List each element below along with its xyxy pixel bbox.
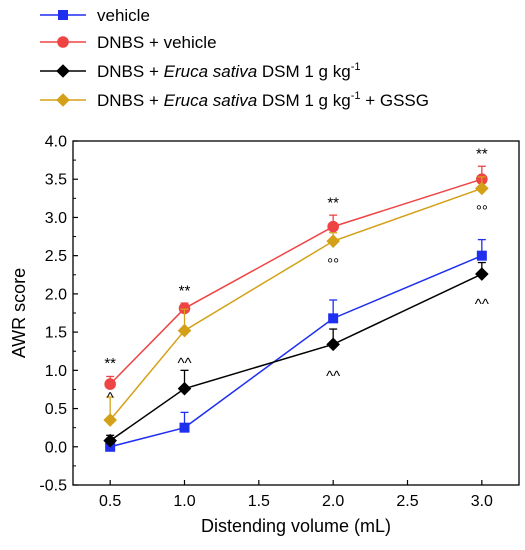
y-tick-label: 2.5 [45,248,67,265]
significance-annotation: ** [104,355,116,372]
series-2 [103,261,489,448]
series-line [109,254,483,448]
legend-marker [56,64,70,78]
series-line [109,187,483,421]
data-point [475,267,489,281]
series-line [109,273,483,442]
y-tick-label: 0.5 [45,401,67,418]
data-point [179,422,190,433]
significance-annotation: °° [327,255,339,272]
legend-label: DNBS + Eruca sativa DSM 1 g kg-1 [97,61,360,81]
y-tick-label: 3.5 [45,172,67,189]
significance-annotation: ** [476,146,488,163]
significance-annotation: ^^ [177,355,191,372]
data-point [327,220,339,233]
y-tick-label: 1.5 [45,325,67,342]
x-tick-label: 2.5 [396,493,418,510]
data-point [177,381,192,396]
significance-annotation: °° [476,203,488,220]
data-point [178,302,191,315]
x-tick-label: 0.5 [99,493,121,510]
y-tick-label: 3.0 [45,210,67,227]
x-tick-label: 3.0 [471,493,493,510]
y-axis-label: AWR score [9,268,29,358]
significance-annotation: ** [179,282,191,299]
significance-annotation: ^ [107,389,114,406]
significance-annotation: ^^ [326,368,340,385]
series-line [109,178,483,385]
legend-marker [58,10,68,20]
y-tick-label: -0.5 [39,478,67,495]
significance-annotation: ^^ [475,296,489,313]
legend-marker [56,93,70,107]
legend-item-3: DNBS + Eruca sativa DSM 1 g kg-1 + GSSG [40,90,429,110]
data-point [476,250,487,261]
x-tick-label: 2.0 [322,493,344,510]
y-tick-label: 4.0 [45,134,67,151]
data-point [103,413,117,427]
legend-label: DNBS + vehicle [97,33,217,52]
legend-item-0: vehicle [40,6,150,25]
data-point [103,433,117,448]
data-point [326,234,340,248]
data-point [104,378,116,390]
data-point [328,313,339,324]
legend-marker [57,36,69,48]
y-tick-label: 1.0 [45,363,67,380]
data-point [475,181,489,196]
series-0 [105,238,487,452]
data-point [177,323,192,338]
plot-frame [72,140,520,486]
x-tick-label: 1.0 [173,493,195,510]
significance-annotation: ** [327,195,339,212]
axes: -0.5 0.0 0.5 1.0 1.5 2.0 2.5 3.0 3.5 4.0 0.5 1.0 1.5… [9,134,520,536]
legend-label: DNBS + Eruca sativa DSM 1 g kg-1 + GSSG [97,90,429,110]
data-point [326,337,340,352]
series-3 [103,176,489,427]
x-tick-label: 1.5 [248,493,270,510]
legend-item-1: DNBS + vehicle [40,33,217,52]
x-axis-label: Distending volume (mL) [201,516,391,536]
y-tick-label: 0.0 [45,439,67,456]
plot-area: ********^^^^^^^°°°° [103,146,489,452]
legend-label: vehicle [97,6,150,25]
legend-item-2: DNBS + Eruca sativa DSM 1 g kg-1 [40,61,360,81]
y-tick-label: 2.0 [45,286,67,303]
legend: vehicle DNBS + vehicle DNBS + Eruca sativa… [40,6,429,110]
